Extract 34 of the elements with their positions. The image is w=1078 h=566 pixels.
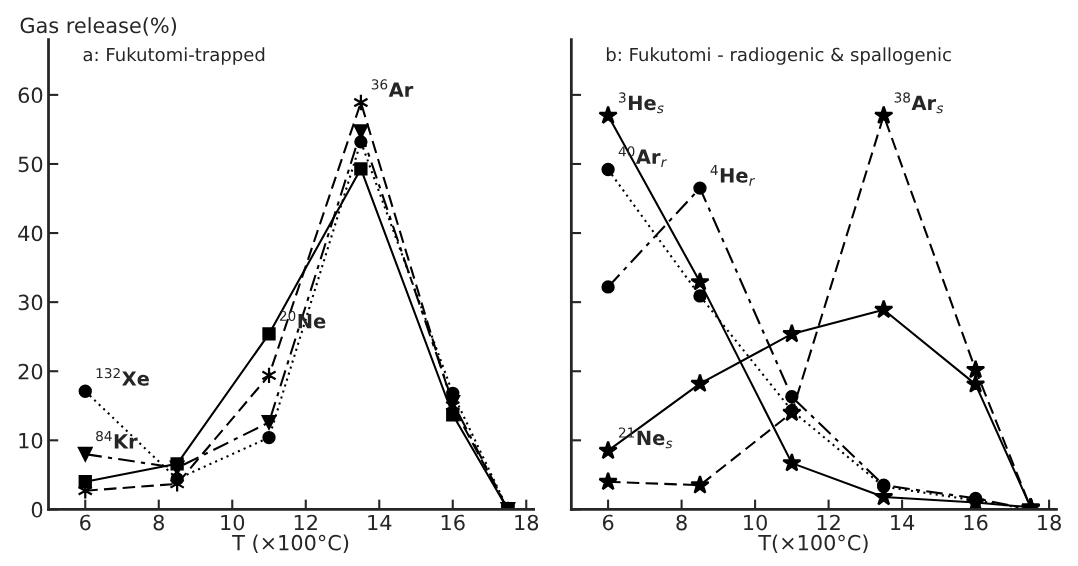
x-tick-label: 14 [368,514,392,531]
y-tick-label: 0 [31,501,43,518]
x-tick-label: 16 [441,514,465,531]
chart-title: b: Fukutomi - radiogenic & spallogenic [606,47,951,65]
y-tick-label: 20 [18,363,43,380]
x-tick-label: 8 [676,514,687,531]
y-tick-label: 50 [18,156,43,173]
x-tick-label: 12 [294,514,317,531]
annotation: $^{20}$Ne [279,310,326,329]
x-axis-title: T (×100°C) [232,534,349,553]
x-tick-label: 12 [817,514,840,531]
x-tick-label: 18 [515,514,539,531]
x-tick-label: 14 [891,514,915,531]
annotation: $^{4}$He$_{r}$ [710,165,756,186]
y-tick-label: 10 [19,432,43,449]
x-tick-label: 6 [602,514,614,531]
y-tick-label: 40 [18,225,43,242]
x-tick-label: 6 [80,514,91,531]
x-tick-label: 8 [153,514,164,531]
x-tick-label: 10 [221,514,245,531]
annotation: $^{132}$Xe [96,368,149,386]
x-tick-label: 16 [964,514,988,531]
x-axis-title: T(×100°C) [758,534,868,553]
x-tick-label: 10 [744,514,767,531]
chart-title: a: Fukutomi-trapped [83,47,265,65]
y-axis-title: Gas release(%) [20,17,177,36]
annotation: $^{36}$Ar [371,79,414,97]
annotation: $^{21}$Ne$_{s}$ [619,427,673,449]
annotation: $^{38}$Ar$_{s}$ [894,92,944,114]
y-tick-label: 60 [18,87,43,104]
y-tick-label: 30 [18,294,43,311]
annotation: $^{3}$He$_{s}$ [619,92,664,114]
annotation: $^{84}$Kr [96,430,138,449]
x-tick-label: 18 [1038,514,1061,531]
